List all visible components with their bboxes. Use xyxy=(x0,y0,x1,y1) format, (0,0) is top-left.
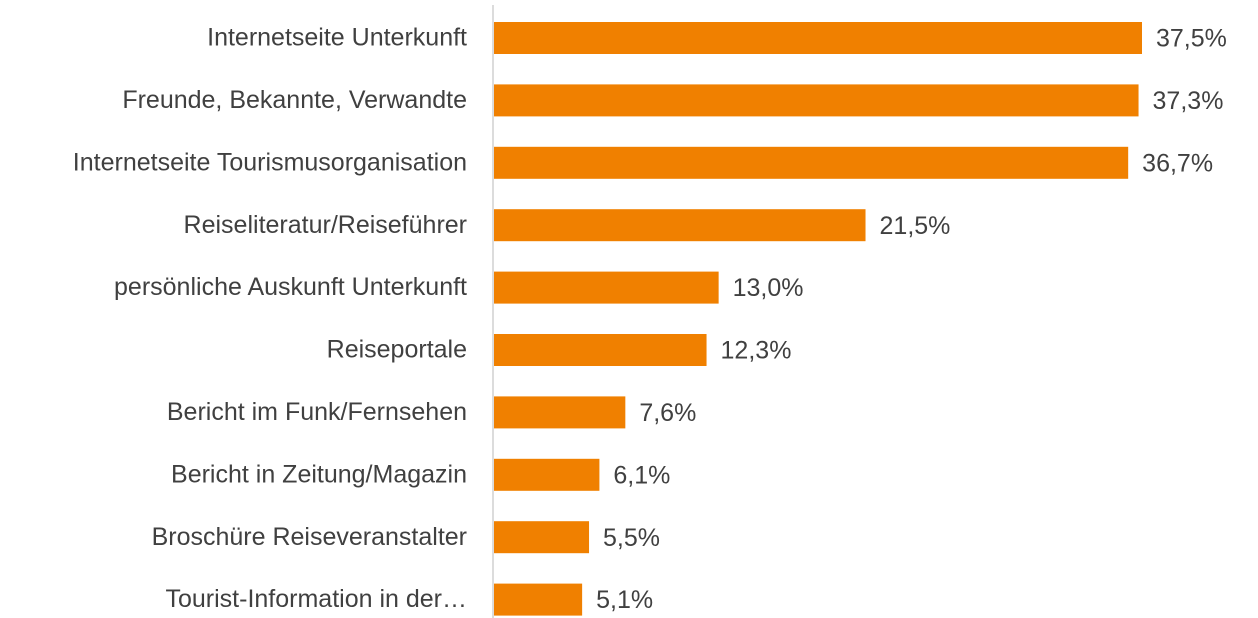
category-label: Broschüre Reiseveranstalter xyxy=(152,523,467,551)
bar xyxy=(494,22,1142,54)
value-label: 21,5% xyxy=(880,212,951,240)
category-label: Internetseite Unterkunft xyxy=(207,24,467,52)
category-label: Freunde, Bekannte, Verwandte xyxy=(122,86,467,114)
value-label: 7,6% xyxy=(639,399,696,427)
category-label: Reiseliteratur/Reiseführer xyxy=(184,211,467,239)
value-label: 36,7% xyxy=(1142,149,1213,177)
bar xyxy=(494,146,1129,179)
bar xyxy=(494,209,866,242)
value-label: 37,3% xyxy=(1153,87,1224,115)
bar xyxy=(494,458,600,491)
value-label: 6,1% xyxy=(613,461,670,489)
value-label: 5,5% xyxy=(603,524,660,552)
category-label: persönliche Auskunft Unterkunft xyxy=(114,273,467,301)
bar xyxy=(494,334,707,366)
value-label: 13,0% xyxy=(733,274,804,302)
category-label: Bericht in Zeitung/Magazin xyxy=(171,460,467,488)
bar xyxy=(494,583,583,616)
value-label: 37,5% xyxy=(1156,25,1227,53)
category-label: Bericht im Funk/Fernsehen xyxy=(167,398,467,426)
bar xyxy=(494,521,590,554)
category-label: Internetseite Tourismusorganisation xyxy=(73,148,467,176)
category-label: Tourist-Information in der… xyxy=(165,585,467,613)
value-label: 5,1% xyxy=(596,586,653,614)
bar xyxy=(494,271,719,304)
category-label: Reiseportale xyxy=(327,336,467,364)
bar xyxy=(494,396,626,429)
bar xyxy=(494,84,1139,117)
value-label: 12,3% xyxy=(721,337,792,365)
